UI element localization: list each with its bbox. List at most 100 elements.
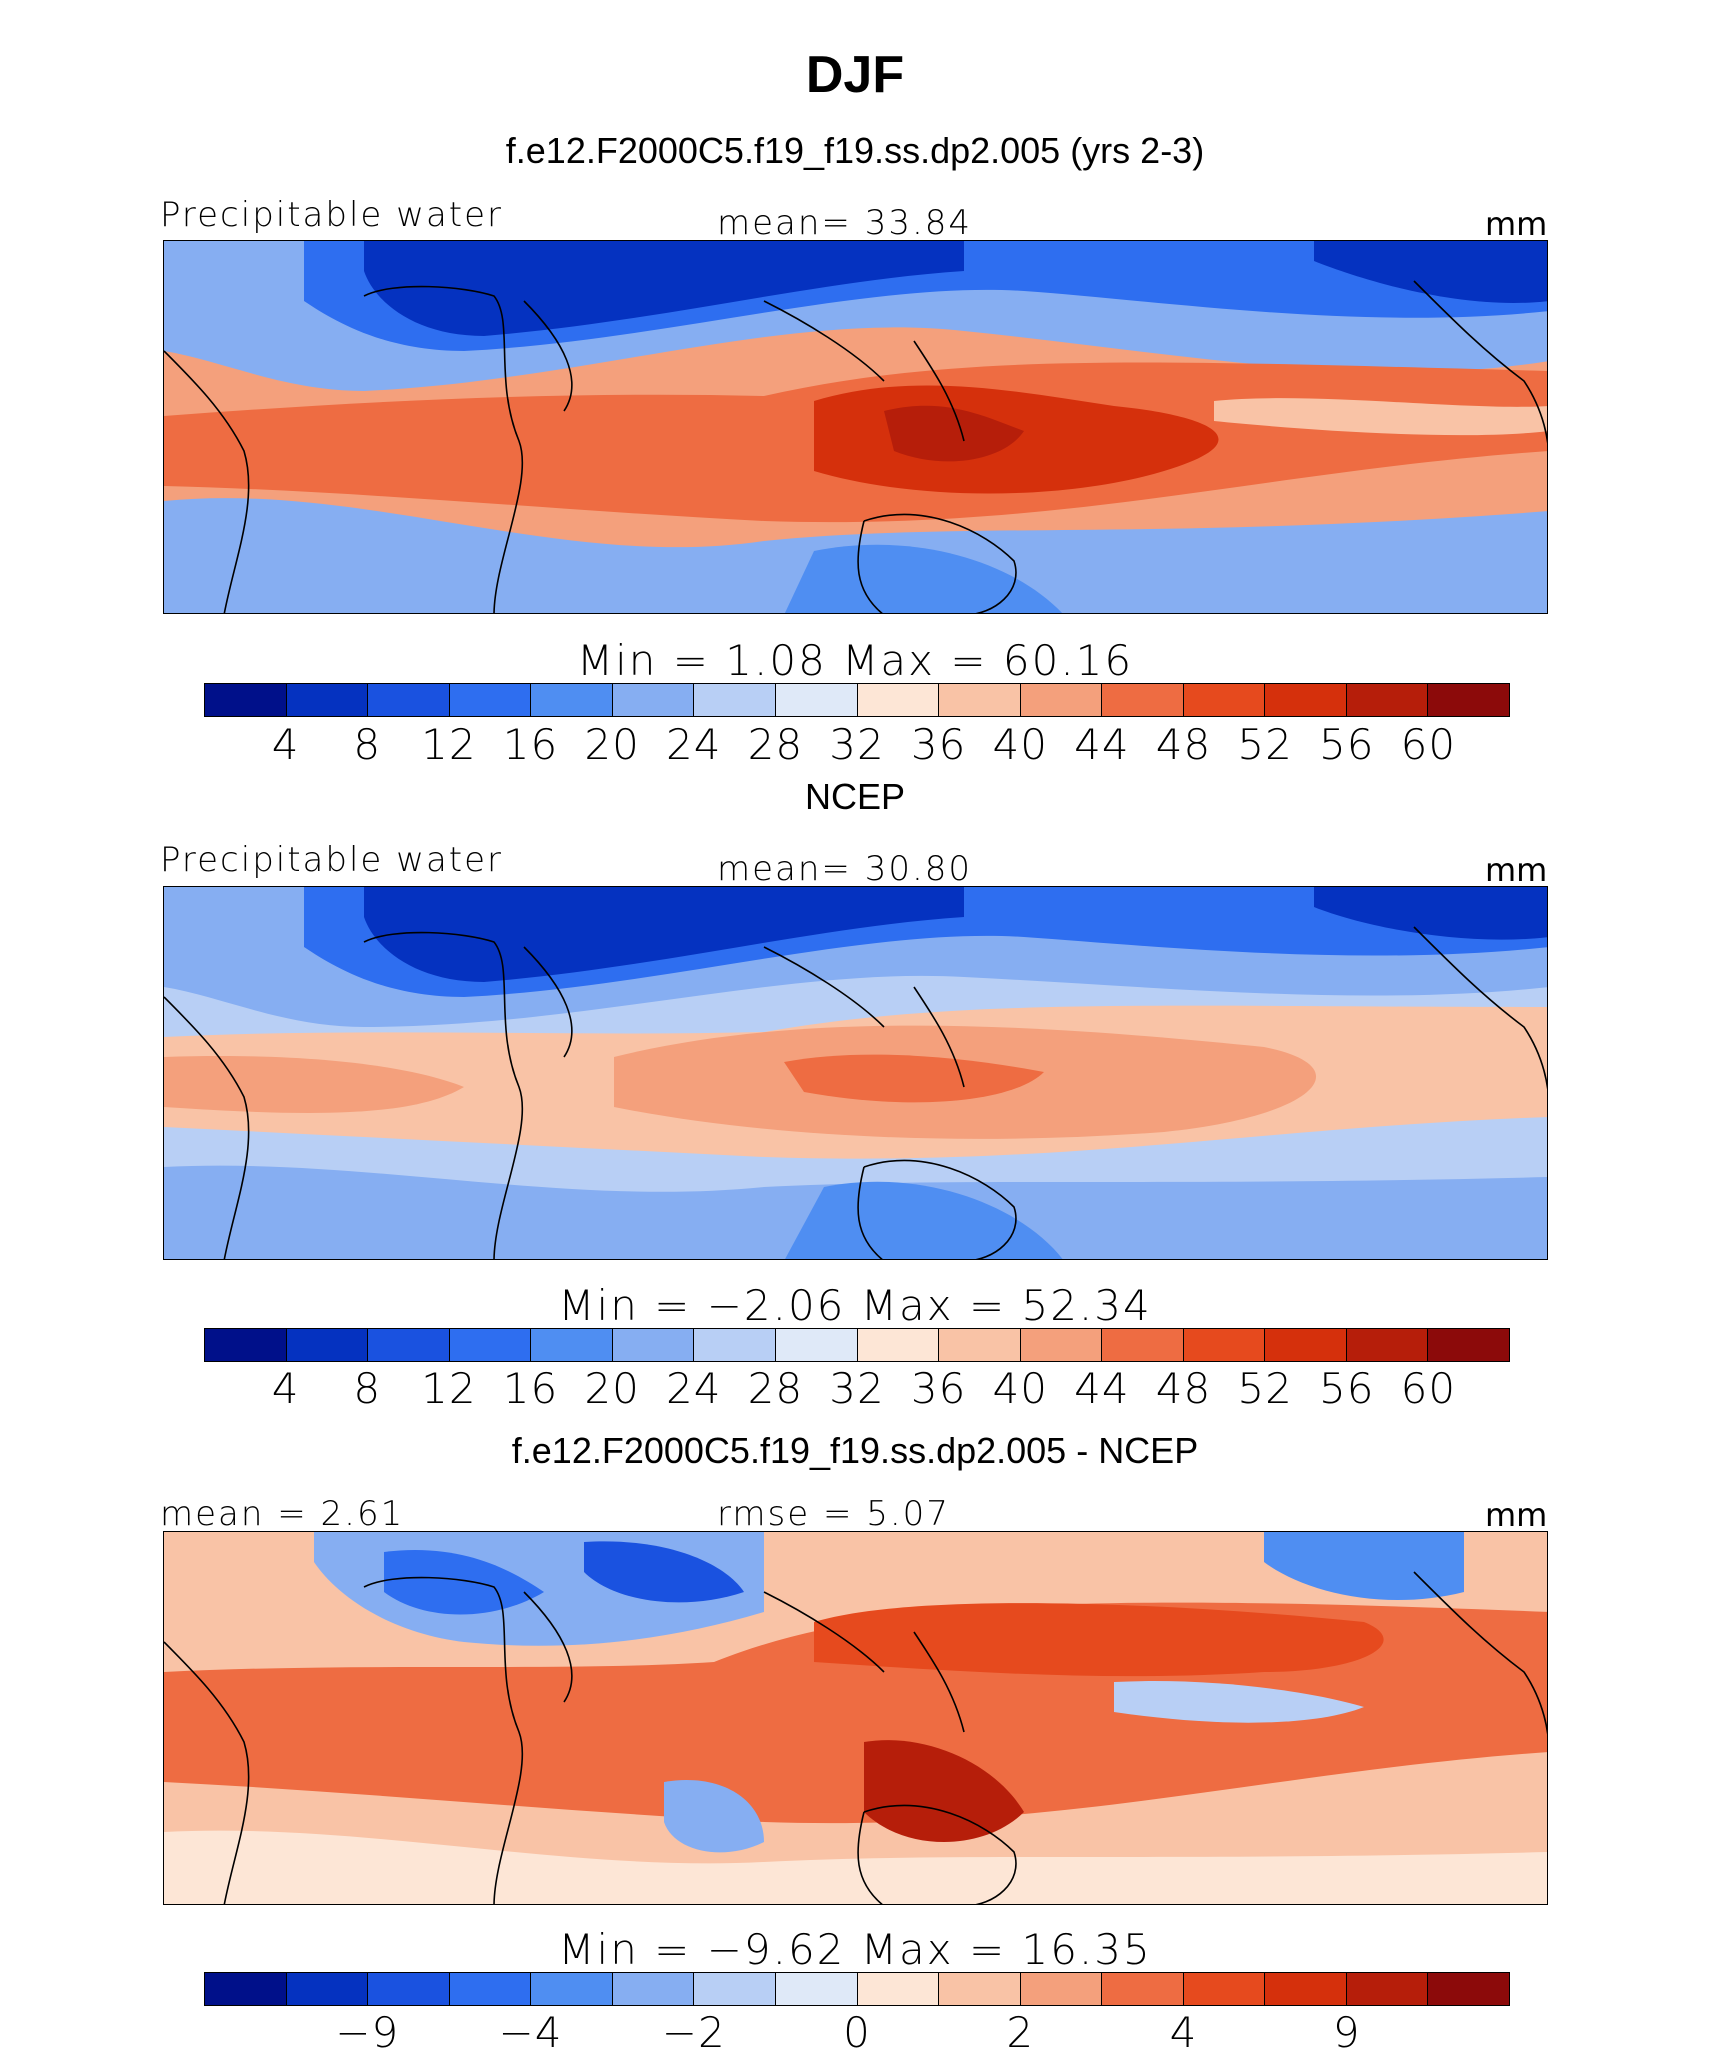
colorbar-swatch [857,1329,940,1361]
panel-2-subtitle: NCEP [804,776,906,817]
colorbar-tick-label: −4 [498,2008,563,2057]
panel-1-colorbar-ticks: 4 8 12 16 20 24 28 32 36 40 44 48 52 56 60 [204,720,1510,769]
panel-1-asia-coast [763,300,965,442]
colorbar-swatch [368,684,450,716]
panel-3-sahara-negative [384,1550,544,1615]
panel-2-contour-field [164,887,1547,1259]
colorbar-swatch [1265,1329,1347,1361]
colorbar-swatch [205,1973,287,2005]
colorbar-tick-label: 52 [1237,720,1293,769]
colorbar-swatch [1102,1329,1184,1361]
panel-1-variable-label: Precipitable water [160,195,504,235]
panel-1-pacific-band [1214,398,1547,436]
colorbar-swatch [694,1973,776,2005]
colorbar-tick-label: 56 [1319,1364,1375,1413]
colorbar-swatch [1428,1973,1509,2005]
colorbar-swatch [1428,684,1509,716]
colorbar-tick-label: 20 [584,1364,640,1413]
colorbar-swatch [939,1973,1021,2005]
colorbar-tick-label: −9 [335,2008,400,2057]
panel-2-sahara [364,887,964,982]
colorbar-swatch [368,1329,450,1361]
panel-3-minmax: Min = −9.62 Max = 16.35 [558,1925,1152,1974]
panel-3-units-label: mm [1485,1496,1548,1534]
panel-1-aus-dry [784,544,1062,613]
colorbar-tick-label: 60 [1400,720,1457,769]
colorbar-tick-label: 24 [666,720,722,769]
panel-2-samerica-coast [164,996,250,1259]
colorbar-swatch [694,1329,776,1361]
panel-3-map [163,1531,1548,1905]
panel-3-pacific-negative-band [1114,1681,1364,1723]
panel-1-mean-label: mean= 33.84 [717,203,973,243]
colorbar-tick-label: 36 [910,1364,967,1413]
colorbar-tick-label: −2 [661,2008,726,2057]
colorbar-swatch [612,1329,695,1361]
colorbar-tick-label: 16 [502,720,559,769]
colorbar-swatch [1346,684,1429,716]
panel-1-map [163,240,1548,614]
panel-3-rmse-label: rmse = 5.07 [717,1494,950,1534]
colorbar-swatch [1346,1973,1429,2005]
colorbar-tick-label: 40 [992,1364,1048,1413]
panel-1-minmax: Min = 1.08 Max = 60.16 [576,636,1134,685]
page-title: DJF [805,46,905,104]
colorbar-tick-label: 36 [910,720,967,769]
colorbar-tick-label: 2 [1006,2008,1035,2057]
panel-3-pacific-negative [1264,1532,1464,1601]
colorbar-swatch [857,684,940,716]
panel-1-camerica-coast [1413,280,1547,444]
colorbar-swatch [1428,1329,1509,1361]
colorbar-tick-label: 8 [353,1364,382,1413]
colorbar-tick-label: 48 [1155,1364,1212,1413]
panel-3-south-edge [164,1830,1547,1904]
colorbar-swatch [286,1329,369,1361]
colorbar-tick-label: 12 [421,1364,477,1413]
panel-2-colorbar-ticks: 4 8 12 16 20 24 28 32 36 40 44 48 52 56 60 [204,1364,1510,1413]
panel-2-variable-label: Precipitable water [160,840,504,880]
colorbar-tick-label: 28 [747,1364,804,1413]
panel-1-samerica-coast [164,350,250,613]
colorbar-tick-label: 48 [1155,720,1212,769]
colorbar-swatch [612,684,695,716]
colorbar-tick-label: 28 [747,720,804,769]
panel-2-na-dry [1314,887,1547,940]
colorbar-tick-label: 52 [1237,1364,1293,1413]
panel-3-camerica-coast [1413,1571,1547,1735]
panel-2-amazon [164,1056,464,1113]
colorbar-swatch [1102,1973,1184,2005]
panel-2-mean-label: mean= 30.80 [717,849,973,889]
panel-2-colorbar [204,1328,1510,1362]
colorbar-swatch [939,684,1021,716]
colorbar-tick-label: 20 [584,720,640,769]
colorbar-tick-label: 56 [1319,720,1375,769]
colorbar-tick-label: 44 [1074,1364,1130,1413]
colorbar-tick-label: 12 [421,720,477,769]
colorbar-swatch [1265,1973,1347,2005]
colorbar-swatch [368,1973,450,2005]
panel-1-contour-field [164,241,1547,613]
colorbar-swatch [1265,684,1347,716]
panel-1-warmpool-core [884,405,1024,462]
colorbar-swatch [775,1329,858,1361]
colorbar-tick-label: 32 [829,1364,885,1413]
colorbar-tick-label: 9 [1332,2008,1361,2057]
colorbar-swatch [449,1973,532,2005]
panel-2-units-label: mm [1485,851,1548,889]
colorbar-tick-label: 60 [1400,1364,1457,1413]
panel-3-australia-coast [857,1804,1017,1904]
panel-1-units-label: mm [1485,205,1548,243]
panel-2-aus-dry [785,1181,1063,1259]
colorbar-swatch [1183,684,1266,716]
colorbar-swatch [939,1329,1021,1361]
panel-2-australia-coast [857,1159,1017,1259]
colorbar-swatch [1020,684,1103,716]
colorbar-swatch [1183,1329,1266,1361]
panel-3-asia-coast [763,1591,965,1733]
colorbar-swatch [1020,1973,1103,2005]
colorbar-tick-label: 16 [502,1364,559,1413]
panel-3-africa-coast [363,1576,573,1904]
panel-2-warmpool [784,1054,1044,1103]
colorbar-tick-label: 4 [271,1364,300,1413]
colorbar-swatch [205,684,287,716]
